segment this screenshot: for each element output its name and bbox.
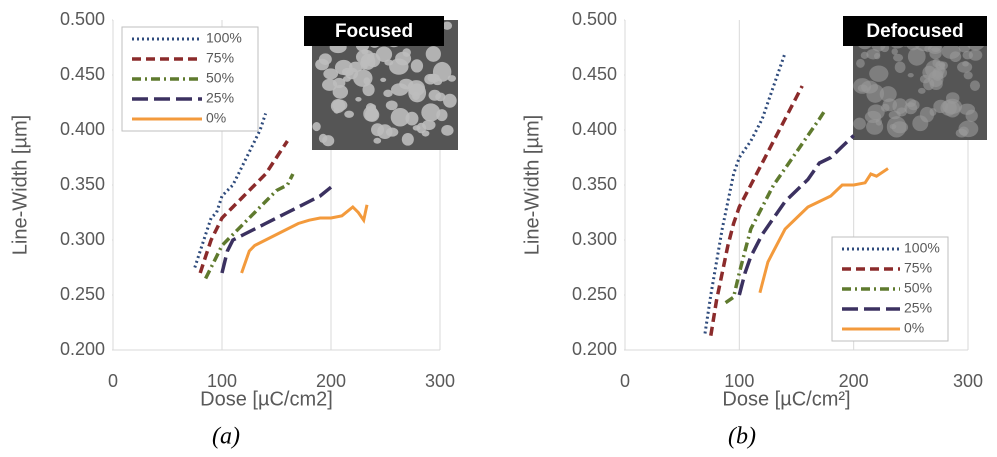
grain xyxy=(942,99,962,114)
line-series xyxy=(711,86,802,336)
grain xyxy=(896,107,907,116)
grain xyxy=(435,92,445,101)
y-axis-title: Line-Width [µm] xyxy=(521,115,543,255)
legend-label: 50% xyxy=(206,70,234,86)
grain xyxy=(363,77,370,84)
grain xyxy=(874,53,880,59)
legend-label: 75% xyxy=(904,260,932,276)
legend-label: 100% xyxy=(206,30,242,46)
grain xyxy=(893,54,903,62)
y-tick-label: 0.250 xyxy=(60,284,105,304)
y-tick-label: 0.200 xyxy=(572,339,617,359)
grain xyxy=(861,52,869,59)
legend-label: 50% xyxy=(904,280,932,296)
grain xyxy=(422,120,436,130)
grain xyxy=(386,100,398,110)
legend-label: 25% xyxy=(904,300,932,316)
x-tick-label: 0 xyxy=(620,371,630,391)
x-tick-label: 0 xyxy=(108,371,118,391)
legend-label: 25% xyxy=(206,90,234,106)
grain xyxy=(962,61,969,67)
grain xyxy=(959,127,969,136)
grain xyxy=(344,111,354,118)
grain xyxy=(312,122,320,131)
grain xyxy=(389,58,408,74)
y-tick-label: 0.450 xyxy=(60,64,105,84)
grain xyxy=(895,61,906,72)
grain xyxy=(853,118,866,130)
line-series xyxy=(242,205,367,273)
grain xyxy=(413,125,421,131)
grain xyxy=(402,48,411,57)
caption: (a) xyxy=(212,424,240,450)
grain xyxy=(322,135,334,146)
grain xyxy=(942,44,961,59)
grain xyxy=(856,59,865,68)
grain xyxy=(920,107,934,123)
y-tick-label: 0.350 xyxy=(60,174,105,194)
grain xyxy=(373,138,381,144)
x-tick-label: 300 xyxy=(953,371,983,391)
figure: 0.2000.2500.3000.3500.4000.4500.50001002… xyxy=(0,0,997,457)
y-tick-label: 0.450 xyxy=(572,64,617,84)
grain xyxy=(362,83,374,96)
legend-label: 75% xyxy=(206,50,234,66)
grain xyxy=(383,90,392,97)
grain xyxy=(865,111,881,123)
y-tick-label: 0.300 xyxy=(60,229,105,249)
grain xyxy=(441,125,453,136)
legend-label: 0% xyxy=(904,320,924,336)
x-tick-label: 300 xyxy=(425,371,455,391)
grain xyxy=(386,127,398,136)
grain xyxy=(918,88,926,94)
grain xyxy=(355,97,361,102)
grain xyxy=(402,133,414,146)
legend-label: 0% xyxy=(206,110,226,126)
grain xyxy=(361,54,376,70)
grain xyxy=(408,83,426,102)
y-tick-label: 0.500 xyxy=(572,9,617,29)
image-label: Focused xyxy=(335,21,413,42)
y-tick-label: 0.250 xyxy=(572,284,617,304)
image-label: Defocused xyxy=(866,21,963,42)
grain xyxy=(966,110,978,122)
y-tick-label: 0.200 xyxy=(60,339,105,359)
grain xyxy=(905,98,916,107)
grain xyxy=(908,73,914,77)
grain xyxy=(422,130,430,136)
grain xyxy=(892,48,898,55)
grain xyxy=(411,59,423,72)
grain xyxy=(333,78,345,88)
legend-label: 100% xyxy=(904,240,940,256)
grain xyxy=(930,78,943,90)
grain xyxy=(331,99,345,113)
y-tick-label: 0.400 xyxy=(60,119,105,139)
line-series xyxy=(200,141,287,273)
grain xyxy=(890,124,897,129)
grain xyxy=(869,65,888,81)
x-axis-title: Dose [µC/cm²] xyxy=(722,388,850,410)
grain xyxy=(880,86,897,102)
grain xyxy=(376,47,392,62)
grain xyxy=(371,123,384,136)
grain xyxy=(319,53,332,65)
y-tick-label: 0.350 xyxy=(572,174,617,194)
grain xyxy=(363,106,378,121)
caption: (b) xyxy=(728,424,756,450)
grain xyxy=(426,46,441,62)
grain xyxy=(428,74,440,83)
grain xyxy=(969,50,983,61)
grain xyxy=(938,63,945,68)
grain xyxy=(380,78,386,82)
y-tick-label: 0.400 xyxy=(572,119,617,139)
y-tick-label: 0.300 xyxy=(572,229,617,249)
y-tick-label: 0.500 xyxy=(60,9,105,29)
grain xyxy=(970,80,980,91)
grain xyxy=(391,108,410,127)
x-axis-title: Dose [µC/cm2] xyxy=(200,388,333,410)
grain xyxy=(436,109,447,121)
y-axis-title: Line-Width [µm] xyxy=(9,115,31,255)
